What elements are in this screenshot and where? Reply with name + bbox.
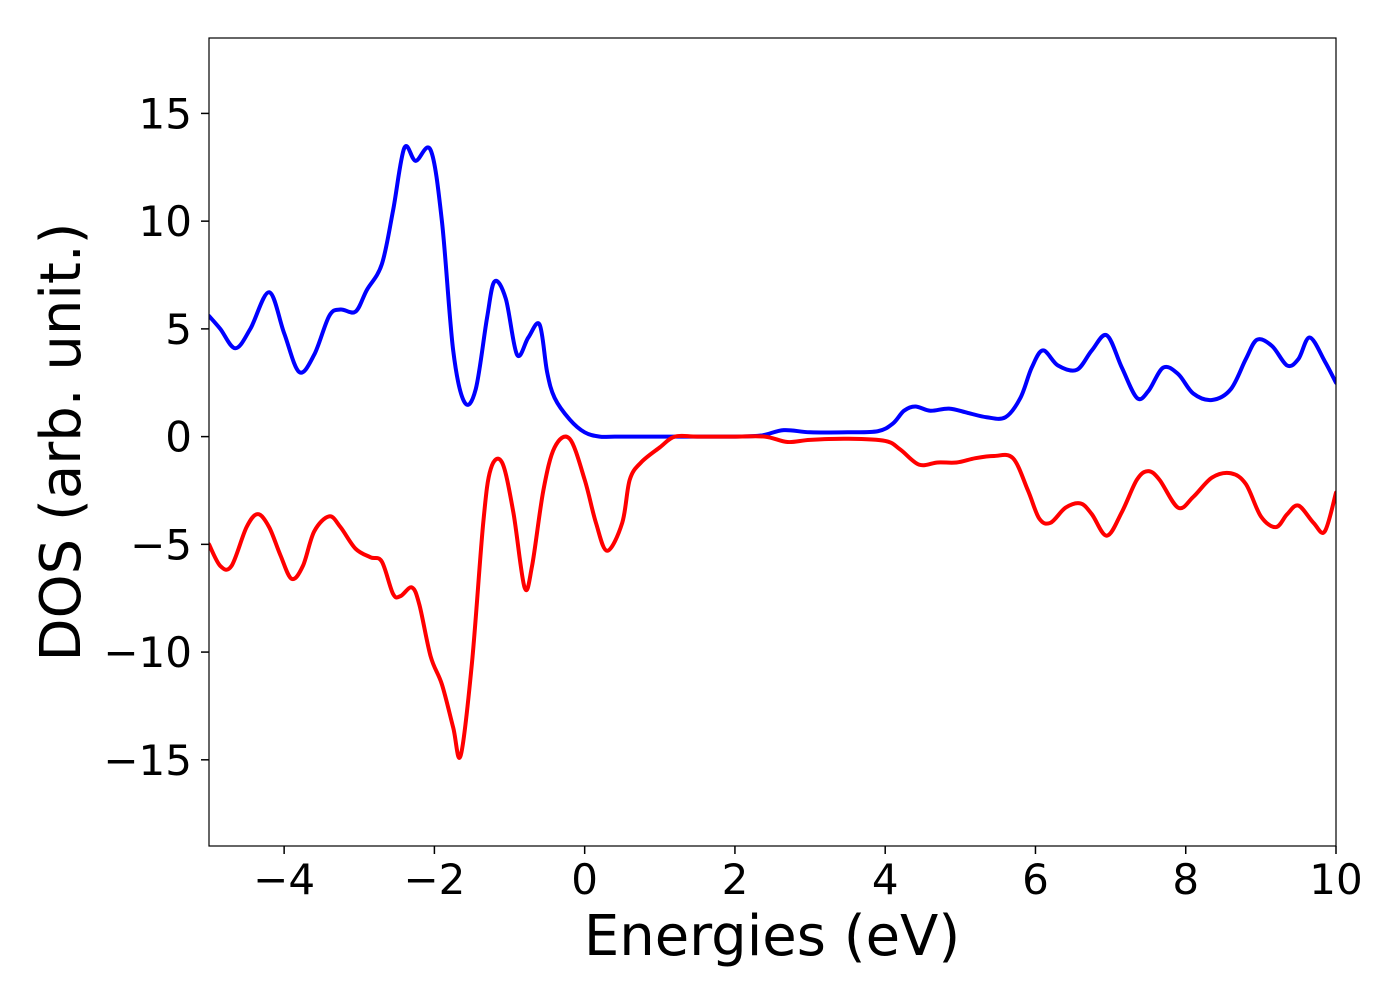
y-axis-label: DOS (arb. unit.) [29, 222, 94, 661]
x-tick-label: −4 [253, 855, 315, 904]
series-line-spin-up [209, 144, 1336, 439]
plot-frame [208, 37, 1337, 847]
x-tick-label: 6 [1022, 855, 1049, 904]
y-tick-label: −15 [103, 736, 192, 785]
y-tick-label: −5 [130, 520, 192, 569]
y-tick-label: −10 [103, 628, 192, 677]
y-tick-label: 15 [139, 89, 192, 138]
x-tick-label: 0 [571, 855, 598, 904]
y-tick-label: 0 [165, 413, 192, 462]
x-tick-label: 4 [872, 855, 899, 904]
y-tick-label: 10 [139, 197, 192, 246]
x-axis-ticks: −4 −2 0 2 4 6 8 10 [253, 846, 1363, 904]
series-layer [209, 144, 1336, 760]
y-axis-ticks: 15 10 5 0 −5 −10 −15 [103, 89, 209, 785]
x-tick-label: 10 [1309, 855, 1362, 904]
x-axis-label: Energies (eV) [584, 904, 960, 969]
x-tick-label: 2 [722, 855, 749, 904]
x-tick-label: 8 [1172, 855, 1199, 904]
x-tick-label: −2 [403, 855, 465, 904]
series-line-spin-down [209, 433, 1336, 760]
y-tick-label: 5 [165, 305, 192, 354]
